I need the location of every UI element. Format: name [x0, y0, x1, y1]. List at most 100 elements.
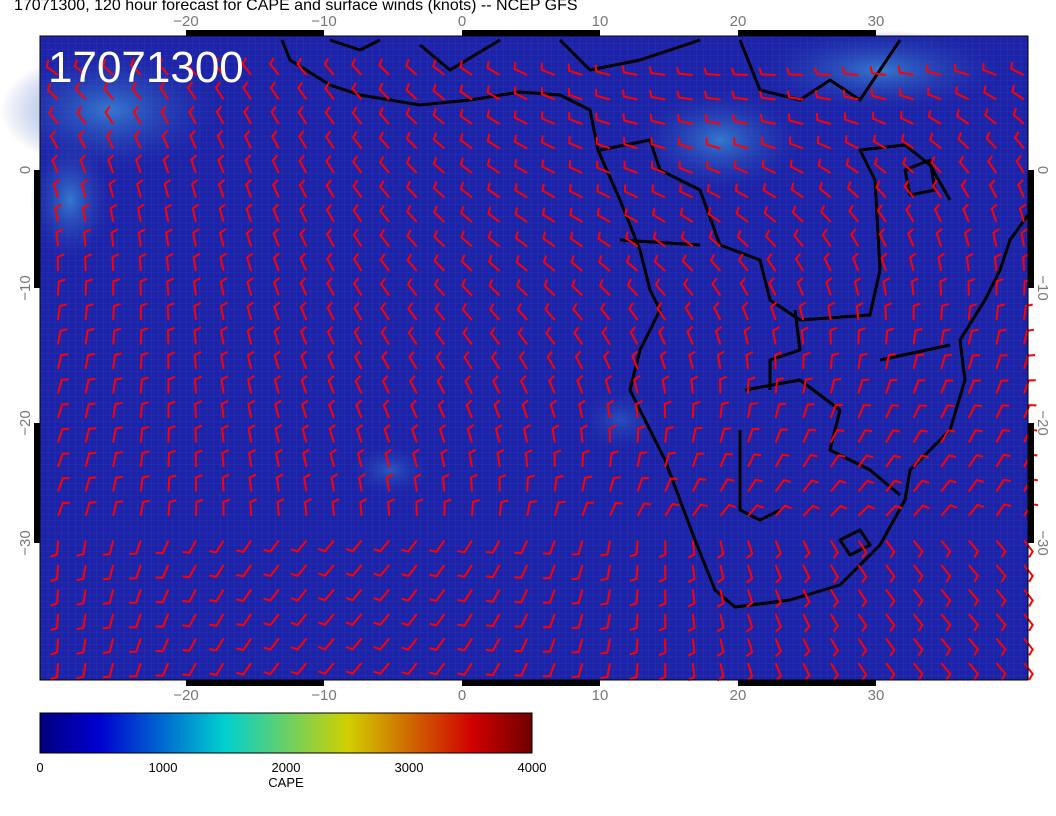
wind-barb [302, 473, 311, 492]
wind-barb [105, 130, 115, 149]
wind-barb [1023, 404, 1037, 419]
wind-barb [602, 350, 611, 370]
wind-barb [524, 449, 533, 468]
wind-barb [912, 637, 924, 657]
wind-barb [796, 277, 805, 296]
wind-barb [318, 588, 335, 602]
wind-barb [903, 180, 915, 199]
wind-barb [857, 662, 868, 681]
wind-barb [326, 326, 335, 345]
wind-barb [664, 502, 680, 517]
wind-barb [658, 662, 667, 681]
wind-barb [995, 478, 1011, 493]
wind-barb [486, 158, 501, 174]
wind-barb [101, 58, 114, 76]
wind-barb [57, 353, 69, 370]
wind-barb [355, 399, 363, 419]
wind-barb [132, 105, 142, 125]
wind-barb [691, 503, 708, 517]
wind-barb [74, 82, 87, 101]
wind-barb [57, 501, 70, 517]
wind-barb [553, 474, 564, 492]
lat-tick: −30 [17, 530, 34, 555]
wind-barb [967, 404, 982, 419]
wind-barb [581, 449, 591, 468]
wind-barb [649, 89, 666, 101]
wind-barb [129, 589, 142, 604]
wind-barb [1023, 564, 1034, 583]
wind-barb [407, 302, 418, 321]
wind-barb [857, 588, 868, 608]
wind-barb [629, 638, 639, 656]
wind-barb [546, 350, 556, 370]
wind-barb [596, 184, 611, 199]
wind-barb [621, 89, 638, 101]
wind-barb [897, 65, 914, 76]
wind-barb [940, 404, 955, 419]
wind-barb [139, 327, 149, 345]
wind-barb [829, 637, 840, 657]
wind-barb [297, 106, 308, 125]
wind-barb [855, 302, 864, 321]
wind-barb [968, 503, 985, 517]
wind-barb [271, 179, 280, 198]
wind-barb [263, 613, 280, 627]
wind-barb [405, 131, 418, 150]
wind-barb [995, 278, 1004, 296]
wind-barb [774, 540, 782, 559]
wind-barb [629, 326, 639, 345]
wind-barb [432, 108, 446, 125]
wind-barb [912, 302, 921, 321]
wind-barb [676, 66, 693, 76]
wind-barb [220, 350, 228, 370]
wind-barb [189, 130, 197, 149]
wind-barb [663, 400, 672, 419]
wind-barb [358, 473, 366, 492]
wind-barb [541, 159, 556, 174]
wind-barb [571, 540, 584, 556]
wind-barb [246, 277, 254, 296]
wind-barb [440, 448, 448, 468]
wind-barb [802, 589, 811, 608]
wind-barb [548, 375, 556, 394]
wind-barb [459, 181, 473, 199]
wind-barb [139, 351, 149, 370]
wind-barb [995, 503, 1012, 517]
wind-barb [595, 136, 611, 150]
wind-barb [708, 230, 722, 248]
wind-barb [350, 58, 363, 76]
wind-barb [622, 113, 638, 125]
wind-barb [246, 326, 255, 345]
map-title: 17071300, 120 hour forecast for CAPE and… [14, 0, 578, 14]
wind-barb [192, 228, 200, 247]
wind-barb [737, 253, 749, 272]
wind-barb [84, 377, 96, 394]
wind-barb [290, 588, 308, 602]
wind-barb [967, 277, 976, 296]
lon-tick: 10 [592, 687, 609, 704]
wind-barb [462, 326, 473, 346]
wind-barb [682, 277, 694, 297]
wind-barb [761, 137, 776, 150]
wind-barb [791, 205, 804, 223]
wind-barb [774, 428, 788, 443]
wind-barb [76, 638, 87, 655]
wind-barb [994, 253, 1002, 272]
wind-barb [574, 350, 584, 370]
wind-barb [463, 351, 473, 370]
wind-barb [730, 67, 749, 76]
wind-barb [351, 106, 363, 125]
wind-barb [629, 564, 639, 582]
wind-barb [470, 473, 478, 492]
wind-barb [460, 230, 473, 248]
wind-barb [378, 106, 390, 125]
wind-barb [829, 613, 840, 633]
wind-barb [441, 473, 450, 492]
wind-barb [956, 109, 970, 125]
wind-barb [912, 379, 926, 394]
wind-barb [345, 637, 363, 651]
wind-barb [300, 375, 308, 394]
wind-barb [155, 662, 170, 677]
wind-barb [433, 229, 446, 248]
wind-barb [857, 327, 866, 345]
